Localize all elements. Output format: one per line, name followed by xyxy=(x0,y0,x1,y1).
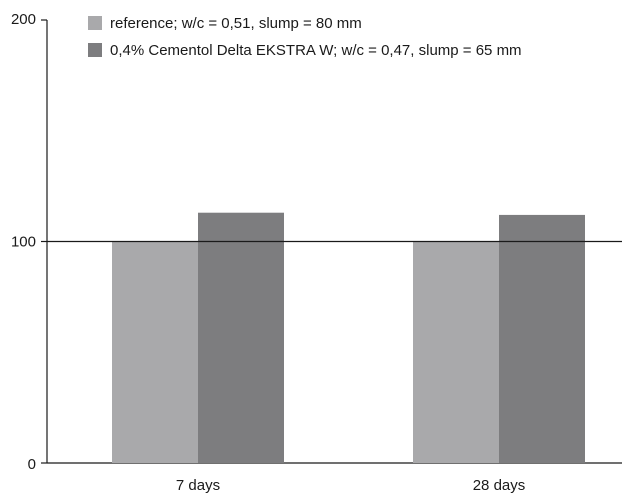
bars xyxy=(112,212,585,463)
y-ticks: 0 100 200 xyxy=(11,11,47,473)
x-tick-label: 7 days xyxy=(176,477,220,494)
x-ticks: 7 days 28 days xyxy=(176,477,525,494)
bar-reference-7-days xyxy=(112,241,198,463)
y-tick-label: 200 xyxy=(11,11,36,28)
legend: reference; w/c = 0,51, slump = 80 mm 0,4%… xyxy=(88,15,522,59)
legend-swatch xyxy=(88,43,102,57)
x-tick-label: 28 days xyxy=(473,477,526,494)
legend-label: 0,4% Cementol Delta EKSTRA W; w/c = 0,47… xyxy=(110,42,522,59)
bar-cementol-28-days xyxy=(499,214,585,463)
y-tick-label: 0 xyxy=(28,456,36,473)
y-tick-label: 100 xyxy=(11,234,36,251)
legend-swatch xyxy=(88,16,102,30)
legend-label: reference; w/c = 0,51, slump = 80 mm xyxy=(110,15,362,32)
bar-cementol-7-days xyxy=(198,212,284,463)
bar-reference-28-days xyxy=(413,241,499,463)
